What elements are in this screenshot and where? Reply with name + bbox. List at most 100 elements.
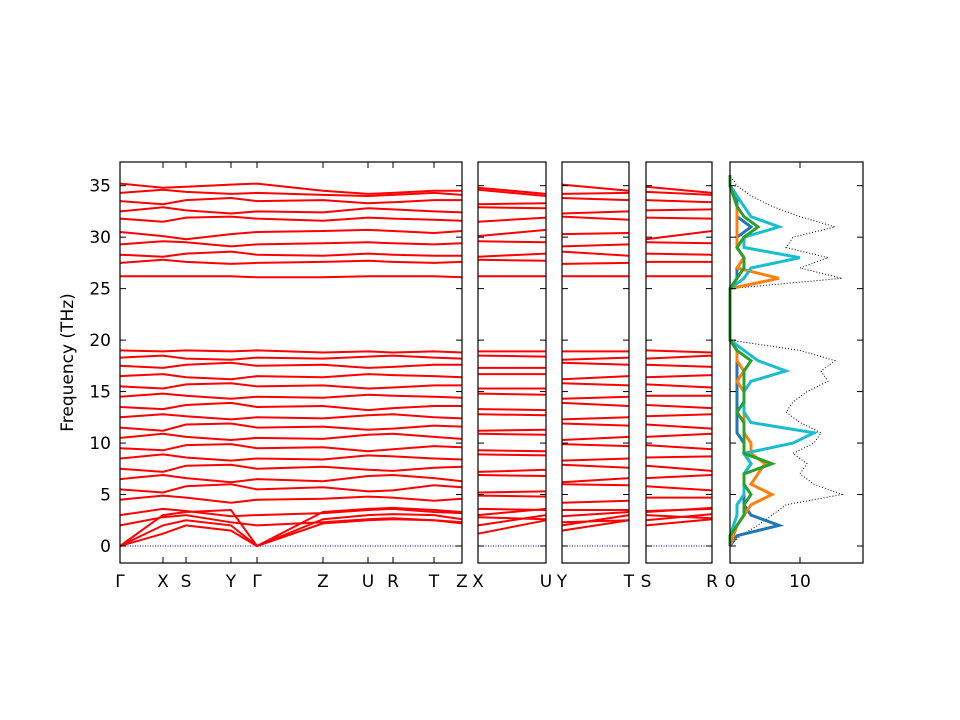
band-line <box>645 363 713 368</box>
band-line <box>119 228 463 241</box>
axes-frame <box>645 161 713 564</box>
y-tick-label: 30 <box>89 228 111 248</box>
x-tick-label: Z <box>456 572 468 592</box>
band-line <box>645 252 713 256</box>
band-line <box>119 413 463 421</box>
band-line <box>477 240 547 244</box>
band-line <box>561 250 630 257</box>
band-line <box>477 468 547 473</box>
band-line <box>645 432 713 438</box>
band-line <box>645 216 713 220</box>
band-line <box>561 375 630 381</box>
x-tick-label: T <box>623 572 635 592</box>
band-line <box>561 435 630 441</box>
x-tick-label: 0 <box>725 572 736 592</box>
band-line <box>477 216 547 223</box>
band-line <box>119 373 463 381</box>
band-line <box>119 215 463 223</box>
axes-frame <box>119 161 463 564</box>
band-line <box>561 243 630 248</box>
band-line <box>477 413 547 417</box>
band-line <box>561 191 630 195</box>
band-line <box>119 392 463 400</box>
y-tick-label: 0 <box>100 537 111 557</box>
band-line <box>645 349 713 354</box>
band-line <box>477 490 547 494</box>
y-tick-label: 35 <box>89 177 111 197</box>
band-line <box>119 443 463 453</box>
band-line <box>561 261 630 265</box>
band-line <box>561 401 630 407</box>
band-line <box>561 483 630 487</box>
band-line <box>645 404 713 410</box>
band-line <box>645 190 713 196</box>
band-line <box>477 453 547 457</box>
x-tick-label: R <box>706 572 718 592</box>
axes-frame <box>729 161 864 564</box>
band-line <box>645 423 713 430</box>
band-line <box>119 382 462 390</box>
dos-line <box>728 175 777 546</box>
x-tick-label: Y <box>556 572 568 592</box>
band-line <box>477 449 547 453</box>
band-line <box>119 206 463 215</box>
band-line <box>561 361 630 366</box>
y-tick-label: 25 <box>89 280 111 300</box>
band-line <box>477 432 547 436</box>
band-line <box>477 514 547 527</box>
band-line <box>477 428 547 432</box>
band-line <box>561 443 630 448</box>
band-line <box>119 240 463 248</box>
band-line <box>119 422 463 432</box>
x-tick-label: S <box>641 572 652 592</box>
band-line <box>645 354 713 360</box>
x-tick-label: R <box>387 572 399 592</box>
band-line <box>477 519 547 535</box>
band-line <box>120 275 463 279</box>
y-tick-label: 15 <box>89 383 111 403</box>
band-line <box>561 382 630 387</box>
y-axis-label: Frequency (THz) <box>58 293 78 432</box>
band-line <box>477 186 547 195</box>
band-line <box>477 202 547 206</box>
band-line <box>561 422 630 427</box>
band-line <box>119 188 463 198</box>
band-line <box>561 395 630 400</box>
band-line <box>477 228 547 238</box>
band-line <box>645 474 713 480</box>
band-line <box>645 464 713 472</box>
band-line <box>561 511 630 518</box>
band-line <box>561 197 630 202</box>
band-line <box>119 258 463 265</box>
band-line <box>645 230 713 241</box>
band-line <box>645 455 713 459</box>
x-tick-label: Y <box>225 572 237 592</box>
x-tick-label: X <box>472 572 484 592</box>
x-tick-label: S <box>181 572 192 592</box>
band-line <box>477 516 547 521</box>
band-line <box>561 519 630 524</box>
band-line <box>561 183 630 192</box>
x-tick-label: Z <box>317 572 329 592</box>
band-line <box>645 208 713 212</box>
y-tick-label: 20 <box>89 331 111 351</box>
band-line <box>119 354 463 361</box>
band-line <box>477 494 547 498</box>
band-line <box>119 483 463 494</box>
band-line <box>477 392 547 396</box>
band-line <box>561 210 630 215</box>
axes-frame <box>477 161 547 564</box>
x-tick-label: U <box>540 572 552 592</box>
band-line <box>477 188 547 197</box>
band-line <box>477 252 547 258</box>
band-line <box>477 474 547 477</box>
band-line <box>561 463 630 469</box>
band-line <box>119 513 463 548</box>
band-line <box>119 401 462 412</box>
x-tick-label: X <box>157 572 169 592</box>
band-line <box>561 477 630 484</box>
band-line <box>119 514 463 527</box>
band-line <box>119 432 463 442</box>
x-tick-label: Γ <box>252 572 262 592</box>
